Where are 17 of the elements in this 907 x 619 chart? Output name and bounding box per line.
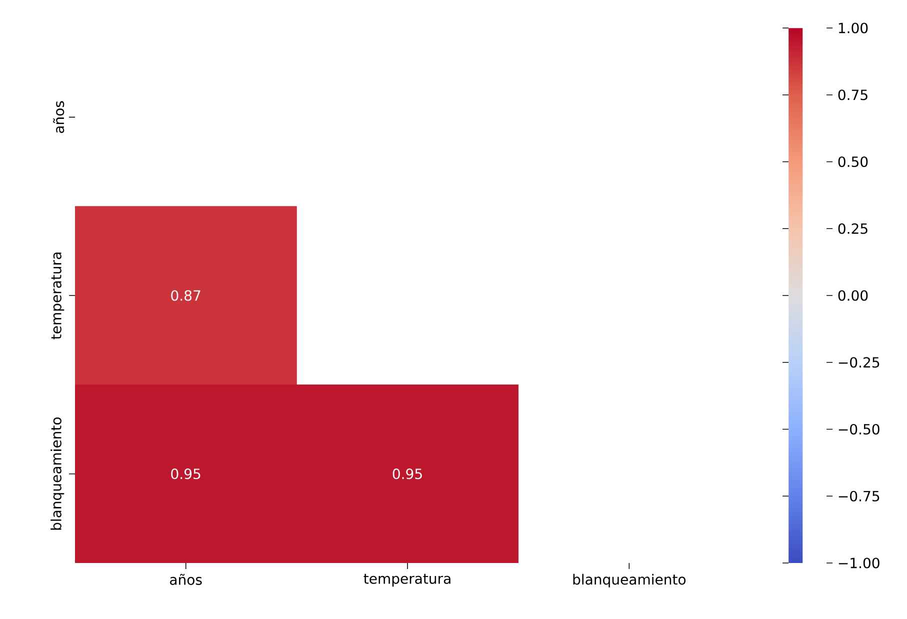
data-label: 0.87: [171, 290, 200, 301]
y-tick-label: temperatura: [51, 252, 64, 340]
color-bar-label: −0.50: [838, 424, 880, 435]
color-bar-label: −0.75: [838, 490, 880, 502]
data-label: 0.95: [171, 468, 200, 480]
color-bar-label: 0.50: [838, 156, 868, 168]
y-tick-label: años: [53, 101, 64, 133]
x-tick-label: años: [170, 574, 202, 585]
color-bar-label: 0.25: [838, 223, 868, 234]
color-bar-label: 0.00: [838, 290, 868, 301]
x-tick-label: blanqueamiento: [573, 574, 686, 588]
data-label: 0.95: [392, 468, 422, 480]
x-tick-label: temperatura: [364, 574, 450, 587]
color-bar-label: −1.00: [838, 558, 880, 568]
color-bar-label: 0.75: [838, 90, 868, 100]
color-bar-label: 1.00: [838, 22, 868, 34]
color-bar-label: −0.25: [838, 357, 880, 368]
